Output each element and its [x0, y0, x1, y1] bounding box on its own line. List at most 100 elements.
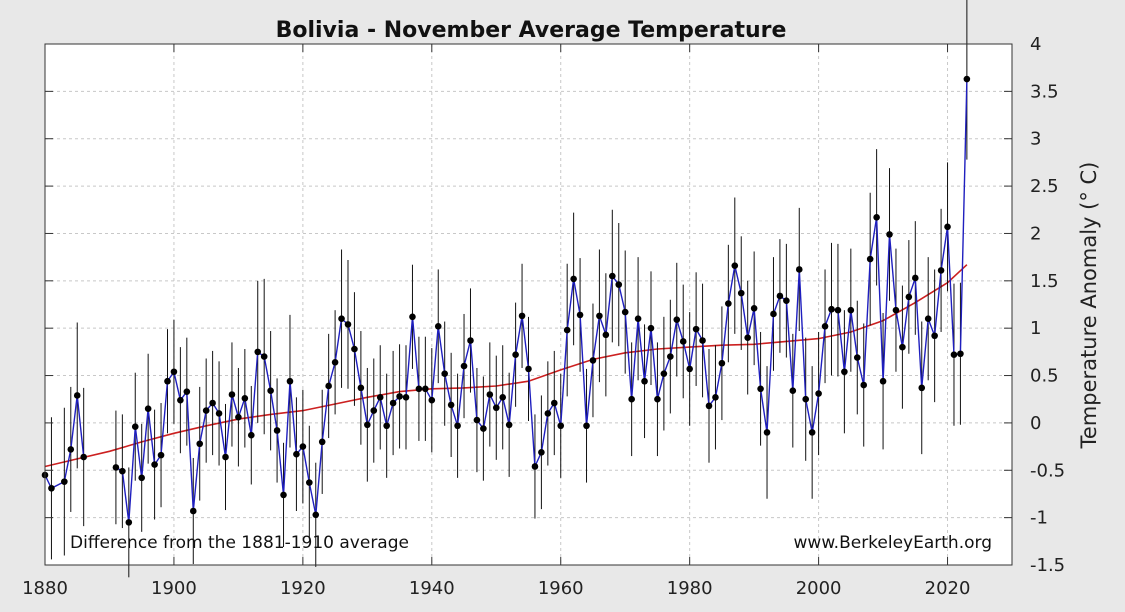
data-point [525, 365, 532, 373]
data-point [821, 322, 829, 330]
data-point [376, 394, 384, 401]
data-point [718, 359, 726, 367]
data-point [447, 401, 455, 409]
data-point [550, 399, 558, 407]
data-point [183, 388, 191, 395]
data-point [138, 474, 145, 482]
data-point [828, 305, 835, 313]
data-point [847, 306, 855, 314]
data-point [505, 421, 513, 429]
data-point [686, 365, 693, 373]
data-point [712, 394, 719, 401]
data-point [415, 385, 423, 393]
data-point [512, 351, 519, 359]
source-note: www.BerkeleyEarth.org [794, 533, 992, 553]
data-point [222, 453, 229, 461]
data-point [834, 306, 842, 314]
data-point [164, 377, 171, 385]
data-point [589, 357, 597, 364]
data-point [247, 431, 255, 439]
data-point [351, 345, 358, 353]
y-tick-label: 1 [1030, 318, 1041, 339]
data-point [267, 387, 274, 395]
data-point [299, 443, 307, 450]
data-point [705, 402, 713, 410]
data-point [518, 312, 526, 320]
data-point [937, 267, 945, 274]
data-point [531, 463, 539, 470]
data-point [931, 332, 938, 340]
data-point [744, 334, 751, 341]
data-point [151, 461, 158, 468]
data-point [679, 338, 687, 345]
data-point [344, 321, 352, 328]
data-point [879, 377, 887, 385]
y-tick-label: 1.5 [1030, 271, 1059, 292]
data-point [667, 353, 674, 360]
y-tick-label: 2 [1030, 223, 1041, 244]
data-point [860, 381, 868, 389]
data-point [905, 293, 913, 301]
data-point [318, 438, 326, 446]
data-point [383, 422, 390, 430]
data-point [557, 422, 565, 430]
data-point [963, 75, 971, 83]
data-point [628, 395, 635, 403]
x-tick-label: 1980 [667, 578, 713, 599]
plot-frame [44, 43, 1013, 566]
data-point [609, 272, 616, 280]
data-point [795, 266, 803, 273]
data-point [454, 422, 461, 430]
baseline-note: Difference from the 1881-1910 average [70, 533, 409, 553]
data-point [757, 385, 764, 393]
x-ticks: 1880 1900 1920 1940 1960 1980 2000 2020 [22, 44, 970, 599]
data-point [853, 354, 861, 361]
data-point [209, 399, 216, 407]
data-point [312, 511, 320, 519]
data-point [389, 399, 397, 407]
y-tick-label: 3.5 [1030, 81, 1059, 102]
data-point [254, 348, 262, 356]
data-point [615, 281, 623, 288]
data-point [486, 391, 494, 398]
y-axis-label: Temperature Anomaly (° C) [1077, 162, 1101, 450]
y-tick-label: 2.5 [1030, 176, 1059, 197]
data-point [280, 491, 287, 499]
data-point [112, 464, 120, 471]
data-point [331, 358, 339, 366]
data-point [473, 416, 481, 424]
data-point [692, 325, 700, 333]
data-point [737, 289, 745, 297]
x-tick-label: 2000 [796, 578, 842, 599]
data-point [621, 308, 629, 316]
data-point [499, 394, 507, 401]
data-point [480, 425, 487, 432]
data-point [215, 410, 223, 417]
data-point [409, 313, 416, 321]
data-point [802, 395, 810, 403]
data-point [641, 377, 648, 385]
data-point [654, 395, 661, 403]
data-point [293, 450, 300, 458]
data-point [770, 310, 777, 318]
data-point [119, 467, 126, 475]
data-point [286, 377, 294, 385]
data-point [170, 368, 178, 376]
data-point [924, 315, 932, 323]
data-point [538, 448, 545, 456]
plot-area [45, 44, 1012, 565]
x-tick-label: 1920 [280, 578, 326, 599]
data-point [202, 407, 210, 414]
x-tick-label: 1880 [22, 578, 68, 599]
y-tick-label: 3 [1030, 129, 1041, 150]
data-point [866, 255, 874, 263]
data-point [699, 337, 706, 344]
x-tick-label: 1940 [409, 578, 455, 599]
data-point [241, 394, 249, 402]
data-point [725, 300, 732, 307]
y-tick-label: -1 [1030, 508, 1048, 529]
data-point [660, 370, 668, 377]
data-point [131, 423, 139, 430]
data-point [441, 370, 448, 377]
